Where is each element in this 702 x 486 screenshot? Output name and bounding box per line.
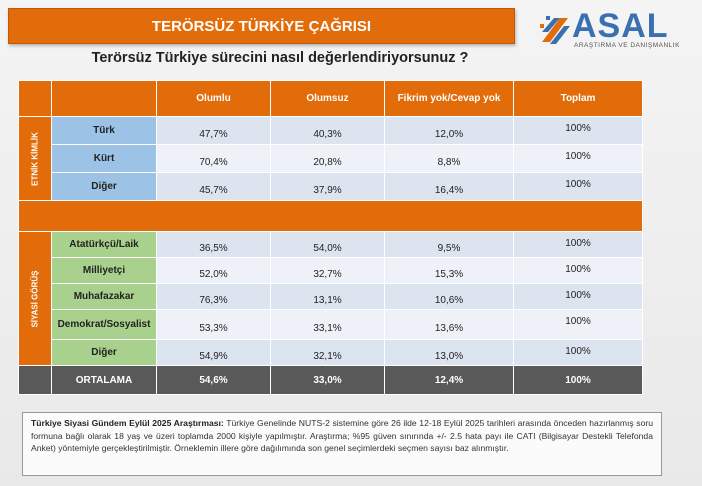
table-row: Muhafazakar 76,3% 13,1% 10,6% 100%	[19, 283, 643, 310]
cell-total: 100%	[513, 257, 643, 284]
row-label: Milliyetçi	[51, 257, 157, 284]
table-row: SİYASİ GÖRÜŞ Atatürkçü/Laik 36,5% 54,0% …	[18, 231, 643, 366]
cell-positive: 76,3%	[156, 283, 271, 310]
cell-total: 100%	[513, 144, 643, 173]
cell-total: 100%	[513, 339, 643, 366]
table-row: Demokrat/Sosyalist 53,3% 33,1% 13,6% 100…	[19, 309, 643, 340]
row-label: Kürt	[51, 144, 157, 173]
cell-negative: 32,7%	[270, 257, 385, 284]
cell-total: 100%	[513, 172, 643, 201]
survey-question: Terörsüz Türkiye sürecini nasıl değerlen…	[91, 50, 469, 66]
cell-positive: 54,9%	[156, 339, 271, 366]
cell-negative: 33,1%	[270, 309, 385, 340]
separator-bar	[18, 200, 643, 232]
cell-no-opinion: 15,3%	[384, 257, 514, 284]
cell-negative: 40,3%	[270, 116, 385, 145]
table-row: Kürt 70,4% 20,8% 8,8% 100%	[19, 144, 643, 173]
cell-positive: 52,0%	[156, 257, 271, 284]
cell-no-opinion: 8,8%	[384, 144, 514, 173]
header-corner-label	[51, 80, 157, 117]
cell-total: 100%	[513, 231, 643, 258]
cell-total: 100%	[513, 116, 643, 145]
row-label: Diğer	[51, 172, 157, 201]
row-label: Demokrat/Sosyalist	[51, 309, 157, 340]
average-positive: 54,6%	[156, 365, 271, 395]
table-row: ETNİK KİMLİK Türk 47,7% 40,3% 12,0% 100%	[18, 116, 643, 201]
table-header-row: Olumlu Olumsuz Fikrim yok/Cevap yok Topl…	[18, 80, 643, 117]
average-no-opinion: 12,4%	[384, 365, 514, 395]
column-header: Toplam	[513, 80, 643, 117]
row-label: Atatürkçü/Laik	[51, 231, 157, 258]
average-row: ORTALAMA 54,6% 33,0% 12,4% 100%	[18, 365, 643, 395]
table-row: Diğer 45,7% 37,9% 16,4% 100%	[19, 172, 643, 201]
cell-total: 100%	[513, 283, 643, 310]
cell-negative: 13,1%	[270, 283, 385, 310]
cell-no-opinion: 9,5%	[384, 231, 514, 258]
group-label-political: SİYASİ GÖRÜŞ	[18, 231, 52, 366]
note-title: Türkiye Siyasi Gündem Eylül 2025 Araştır…	[31, 418, 224, 428]
title-banner: TERÖRSÜZ TÜRKİYE ÇAĞRISI	[8, 8, 515, 44]
results-table: Olumlu Olumsuz Fikrim yok/Cevap yok Topl…	[18, 80, 643, 395]
cell-negative: 37,9%	[270, 172, 385, 201]
group-label-ethnic: ETNİK KİMLİK	[18, 116, 52, 201]
cell-no-opinion: 13,0%	[384, 339, 514, 366]
column-header: Fikrim yok/Cevap yok	[384, 80, 514, 117]
row-label: Diğer	[51, 339, 157, 366]
logo-wordmark: ASAL	[572, 7, 669, 45]
table-row: Diğer 54,9% 32,1% 13,0% 100%	[19, 339, 643, 366]
cell-negative: 32,1%	[270, 339, 385, 366]
cell-positive: 45,7%	[156, 172, 271, 201]
cell-positive: 36,5%	[156, 231, 271, 258]
average-negative: 33,0%	[270, 365, 385, 395]
average-label: ORTALAMA	[51, 365, 157, 395]
cell-negative: 20,8%	[270, 144, 385, 173]
group-separator	[18, 200, 643, 232]
cell-no-opinion: 12,0%	[384, 116, 514, 145]
column-header: Olumlu	[156, 80, 271, 117]
cell-total: 100%	[513, 309, 643, 340]
note-body: Türkiye Genelinde NUTS-2 sistemine göre …	[31, 418, 653, 453]
cell-positive: 70,4%	[156, 144, 271, 173]
logo-tagline: ARAŞTIRMA VE DANIŞMANLIK	[574, 42, 680, 49]
logo-mark-icon	[540, 16, 570, 44]
row-label: Türk	[51, 116, 157, 145]
cell-positive: 53,3%	[156, 309, 271, 340]
row-label: Muhafazakar	[51, 283, 157, 310]
table-row: Milliyetçi 52,0% 32,7% 15,3% 100%	[19, 257, 643, 284]
page-title: TERÖRSÜZ TÜRKİYE ÇAĞRISI	[151, 17, 372, 35]
cell-no-opinion: 10,6%	[384, 283, 514, 310]
header-corner	[18, 80, 52, 117]
cell-negative: 54,0%	[270, 231, 385, 258]
average-corner	[18, 365, 52, 395]
methodology-note: Türkiye Siyasi Gündem Eylül 2025 Araştır…	[22, 412, 662, 476]
cell-positive: 47,7%	[156, 116, 271, 145]
asal-logo: ASAL ARAŞTIRMA VE DANIŞMANLIK	[540, 7, 690, 49]
average-total: 100%	[513, 365, 643, 395]
cell-no-opinion: 16,4%	[384, 172, 514, 201]
cell-no-opinion: 13,6%	[384, 309, 514, 340]
column-header: Olumsuz	[270, 80, 385, 117]
